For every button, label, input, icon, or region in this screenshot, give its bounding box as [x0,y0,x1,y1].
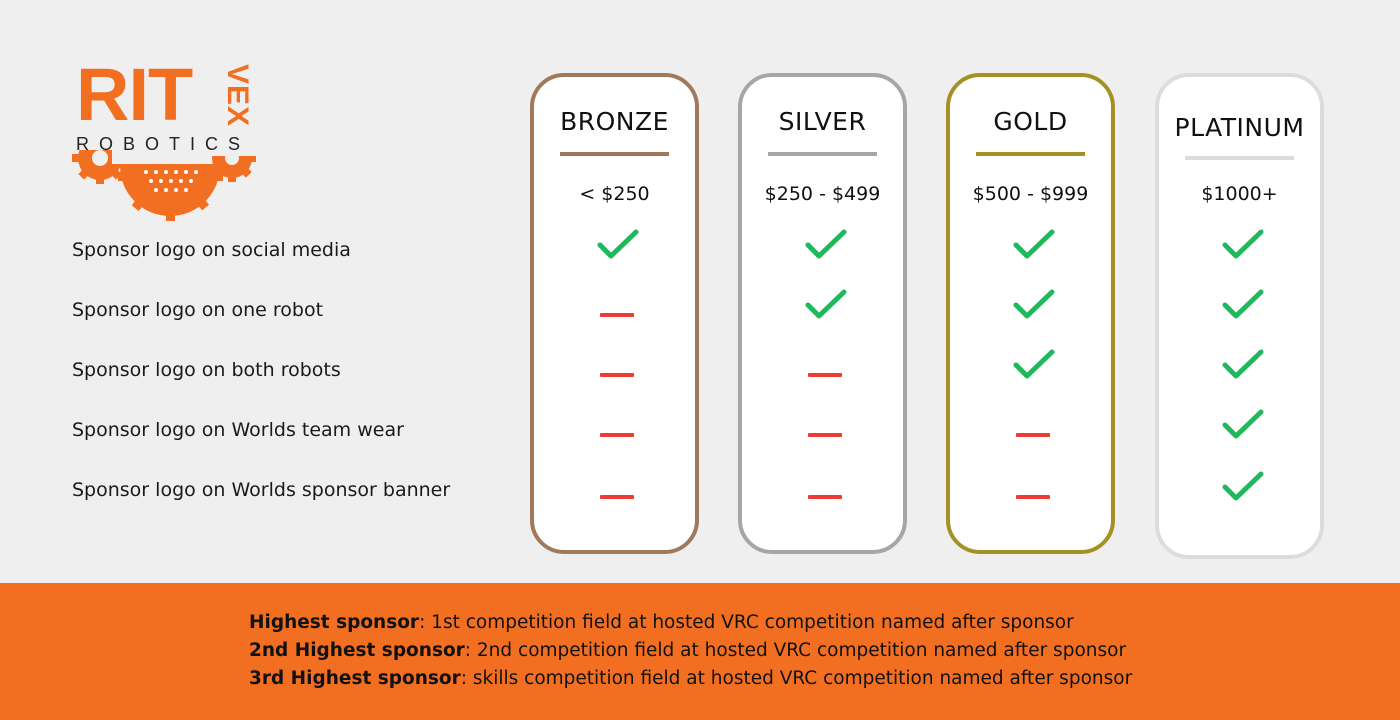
dash-icon [808,364,842,383]
feature-label-both-robots: Sponsor logo on both robots [72,359,341,381]
tier-name: BRONZE [560,107,669,136]
note-label: Highest sponsor [249,612,420,633]
feature-label-social-media: Sponsor logo on social media [72,239,351,261]
tier-name: SILVER [778,107,867,136]
logo-rit-text: RIT [76,53,193,136]
sponsor-note-highest: Highest sponsor: 1st competition field a… [249,612,1074,633]
check-icon [804,288,848,326]
sponsor-note-3rd-highest: 3rd Highest sponsor: skills competition … [249,668,1132,689]
sponsor-note-2nd-highest: 2nd Highest sponsor: 2nd competition fie… [249,640,1126,661]
tier-card-bronze: BRONZE < $250 [530,73,699,554]
logo-vex-text: VEX [221,64,254,128]
note-text: : skills competition field at hosted VRC… [460,668,1133,689]
tier-divider [560,152,669,156]
feature-label-team-wear: Sponsor logo on Worlds team wear [72,419,404,441]
tier-price: $500 - $999 [972,183,1089,205]
feature-label-sponsor-banner: Sponsor logo on Worlds sponsor banner [72,479,451,501]
logo-robotics-text: ROBOTICS [76,134,251,154]
tier-divider [1185,156,1294,160]
check-icon [1221,470,1265,508]
tier-card-silver: SILVER $250 - $499 [738,73,907,554]
dash-icon [600,424,634,443]
tier-card-gold: GOLD $500 - $999 [946,73,1115,554]
tier-name: GOLD [993,107,1068,136]
gears-icon [72,150,258,221]
dash-icon [600,486,634,505]
check-icon [1221,408,1265,446]
note-text: : 2nd competition field at hosted VRC co… [464,640,1127,661]
check-icon [596,228,640,266]
rit-vex-robotics-logo: RIT VEX ROBOTICS [72,53,262,221]
tier-card-platinum: PLATINUM $1000+ [1155,73,1324,559]
dash-icon [1016,424,1050,443]
note-text: : 1st competition field at hosted VRC co… [419,612,1074,633]
check-icon [804,228,848,266]
tier-name: PLATINUM [1174,113,1305,142]
check-icon [1221,348,1265,386]
check-icon [1012,288,1056,326]
dash-icon [600,304,634,323]
note-label: 3rd Highest sponsor [249,668,461,689]
tier-price: $1000+ [1201,183,1278,205]
check-icon [1012,228,1056,266]
tier-price: < $250 [579,183,650,205]
dash-icon [600,364,634,383]
dash-icon [808,486,842,505]
tier-price: $250 - $499 [764,183,881,205]
check-icon [1221,288,1265,326]
dash-icon [808,424,842,443]
tier-divider [976,152,1085,156]
tier-divider [768,152,877,156]
check-icon [1012,348,1056,386]
dash-icon [1016,486,1050,505]
footer-banner: Highest sponsor: 1st competition field a… [0,583,1400,720]
feature-label-one-robot: Sponsor logo on one robot [72,299,324,321]
check-icon [1221,228,1265,266]
note-label: 2nd Highest sponsor [249,640,465,661]
